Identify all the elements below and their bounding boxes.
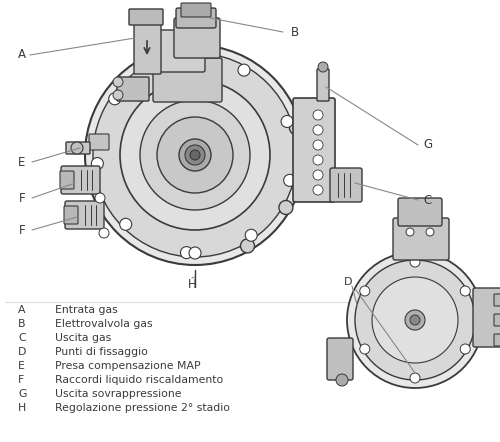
Circle shape bbox=[426, 228, 434, 236]
Text: C: C bbox=[18, 333, 26, 343]
FancyBboxPatch shape bbox=[129, 9, 163, 25]
Text: Elettrovalvola gas: Elettrovalvola gas bbox=[55, 319, 152, 329]
FancyBboxPatch shape bbox=[61, 166, 100, 194]
Text: F: F bbox=[18, 191, 26, 205]
Circle shape bbox=[113, 77, 123, 87]
Circle shape bbox=[355, 260, 475, 380]
Circle shape bbox=[180, 247, 192, 259]
Circle shape bbox=[93, 53, 297, 257]
Circle shape bbox=[238, 64, 250, 76]
Circle shape bbox=[189, 247, 201, 259]
Circle shape bbox=[318, 62, 328, 72]
Text: E: E bbox=[18, 156, 26, 168]
Text: Regolazione pressione 2° stadio: Regolazione pressione 2° stadio bbox=[55, 403, 230, 413]
Circle shape bbox=[85, 45, 305, 265]
Circle shape bbox=[240, 239, 254, 253]
FancyBboxPatch shape bbox=[60, 171, 74, 189]
FancyBboxPatch shape bbox=[64, 206, 78, 224]
Circle shape bbox=[113, 90, 123, 100]
Circle shape bbox=[284, 174, 296, 187]
Circle shape bbox=[460, 286, 470, 296]
Circle shape bbox=[71, 142, 83, 154]
Circle shape bbox=[460, 344, 470, 354]
Text: Punti di fissaggio: Punti di fissaggio bbox=[55, 347, 148, 357]
Circle shape bbox=[245, 229, 257, 241]
Circle shape bbox=[108, 93, 120, 105]
Circle shape bbox=[281, 115, 293, 127]
Text: Uscita gas: Uscita gas bbox=[55, 333, 111, 343]
FancyBboxPatch shape bbox=[494, 294, 500, 306]
Circle shape bbox=[410, 257, 420, 267]
FancyBboxPatch shape bbox=[317, 69, 329, 101]
Text: G: G bbox=[18, 389, 26, 399]
Text: F: F bbox=[18, 224, 26, 236]
Circle shape bbox=[190, 150, 200, 160]
FancyBboxPatch shape bbox=[494, 334, 500, 346]
Text: Entrata gas: Entrata gas bbox=[55, 305, 118, 315]
Circle shape bbox=[410, 373, 420, 383]
Circle shape bbox=[95, 193, 105, 203]
Circle shape bbox=[372, 277, 458, 363]
Text: Presa compensazione MAP: Presa compensazione MAP bbox=[55, 361, 201, 371]
Circle shape bbox=[410, 315, 420, 325]
FancyBboxPatch shape bbox=[327, 338, 353, 380]
Text: B: B bbox=[291, 26, 299, 38]
FancyBboxPatch shape bbox=[117, 77, 149, 101]
Text: D: D bbox=[18, 347, 26, 357]
Text: H: H bbox=[18, 403, 26, 413]
Text: C: C bbox=[424, 194, 432, 206]
Circle shape bbox=[406, 228, 414, 236]
Circle shape bbox=[336, 374, 348, 386]
Text: Raccordi liquido riscaldamento: Raccordi liquido riscaldamento bbox=[55, 375, 223, 385]
Circle shape bbox=[279, 201, 293, 214]
Circle shape bbox=[360, 286, 370, 296]
Text: F: F bbox=[18, 375, 24, 385]
Circle shape bbox=[185, 145, 205, 165]
FancyBboxPatch shape bbox=[473, 288, 500, 347]
Circle shape bbox=[313, 170, 323, 180]
Circle shape bbox=[164, 54, 175, 66]
FancyBboxPatch shape bbox=[330, 168, 362, 202]
Circle shape bbox=[99, 228, 109, 238]
Circle shape bbox=[347, 252, 483, 388]
Circle shape bbox=[290, 121, 304, 135]
Circle shape bbox=[193, 63, 201, 71]
FancyBboxPatch shape bbox=[89, 134, 109, 150]
Circle shape bbox=[313, 140, 323, 150]
Circle shape bbox=[313, 125, 323, 135]
Text: G: G bbox=[424, 138, 432, 152]
FancyBboxPatch shape bbox=[153, 58, 222, 102]
FancyBboxPatch shape bbox=[393, 218, 449, 260]
FancyBboxPatch shape bbox=[398, 198, 442, 226]
Circle shape bbox=[313, 185, 323, 195]
Circle shape bbox=[179, 139, 211, 171]
Circle shape bbox=[405, 310, 425, 330]
FancyBboxPatch shape bbox=[174, 18, 220, 58]
Circle shape bbox=[157, 117, 233, 193]
Text: H: H bbox=[188, 278, 196, 292]
Circle shape bbox=[120, 80, 270, 230]
FancyBboxPatch shape bbox=[146, 30, 205, 72]
Text: A: A bbox=[18, 49, 26, 61]
Text: E: E bbox=[18, 361, 25, 371]
Text: B: B bbox=[18, 319, 26, 329]
Circle shape bbox=[360, 344, 370, 354]
Circle shape bbox=[92, 157, 104, 170]
Circle shape bbox=[313, 155, 323, 165]
FancyBboxPatch shape bbox=[66, 142, 90, 154]
FancyBboxPatch shape bbox=[134, 17, 161, 74]
Circle shape bbox=[120, 218, 132, 230]
FancyBboxPatch shape bbox=[293, 98, 335, 202]
FancyBboxPatch shape bbox=[65, 201, 104, 229]
FancyBboxPatch shape bbox=[181, 3, 211, 17]
Circle shape bbox=[140, 100, 250, 210]
Text: A: A bbox=[18, 305, 26, 315]
FancyBboxPatch shape bbox=[494, 314, 500, 326]
Circle shape bbox=[313, 110, 323, 120]
Text: D: D bbox=[344, 277, 352, 287]
Text: Uscita sovrappressione: Uscita sovrappressione bbox=[55, 389, 182, 399]
FancyBboxPatch shape bbox=[176, 8, 216, 28]
